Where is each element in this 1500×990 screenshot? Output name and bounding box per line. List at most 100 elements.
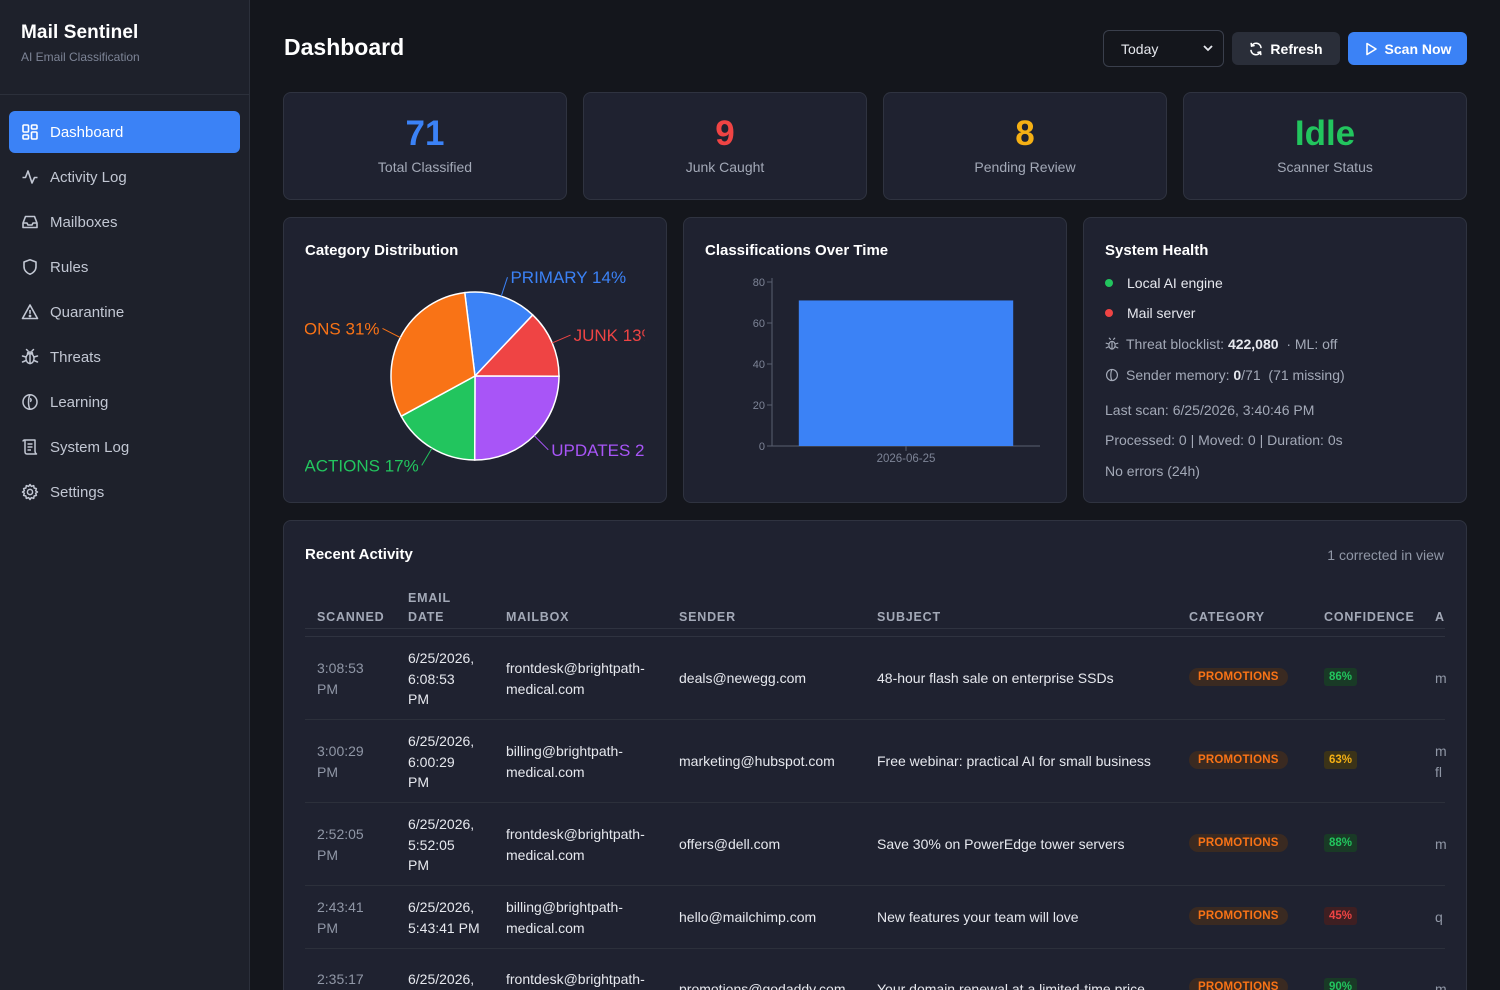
table-header-divider xyxy=(305,636,1445,637)
column-header-sender[interactable]: SENDER xyxy=(679,610,736,624)
pie-leader-line xyxy=(533,435,549,451)
sidebar-item-system-log[interactable]: System Log xyxy=(9,426,240,468)
shield-icon xyxy=(21,258,39,276)
time-range-select[interactable]: Today xyxy=(1103,30,1224,67)
chevron-down-icon xyxy=(1203,45,1213,52)
pie-slice xyxy=(400,374,476,461)
sidebar-item-quarantine[interactable]: Quarantine xyxy=(9,291,240,333)
main-content: Dashboard Today Refresh Scan Now 71 Tota… xyxy=(250,0,1500,990)
dashboard-grid-icon xyxy=(21,123,39,141)
y-tick-label: 20 xyxy=(753,400,765,412)
page-title: Dashboard xyxy=(284,34,405,60)
panel-title: Category Distribution xyxy=(305,242,459,259)
sidebar-item-label: Quarantine xyxy=(50,303,125,321)
stat-value: 9 xyxy=(715,114,735,153)
stat-card-scanner-status: Idle Scanner Status xyxy=(1183,92,1467,200)
column-header-confidence[interactable]: CONFIDENCE xyxy=(1324,610,1415,624)
sidebar-item-mailboxes[interactable]: Mailboxes xyxy=(9,201,240,243)
cell-subject: New features your team will love xyxy=(877,909,1079,925)
category-badge[interactable]: PROMOTIONS xyxy=(1189,978,1288,990)
last-scan-text: Last scan: 6/25/2026, 3:40:46 PM xyxy=(1105,402,1315,418)
scan-now-button[interactable]: Scan Now xyxy=(1348,32,1467,65)
category-pie-chart: PRIMARY 14% JUNK 13% UPDATES 25% TRANSACTIO… xyxy=(305,268,645,475)
column-header-category[interactable]: CATEGORY xyxy=(1189,610,1265,624)
sidebar-item-label: Learning xyxy=(50,393,109,411)
stat-card-pending-review: 8 Pending Review xyxy=(883,92,1167,200)
memory-label: Sender memory: xyxy=(1126,367,1230,383)
processed-text: Processed: 0 | Moved: 0 | Duration: 0s xyxy=(1105,432,1343,448)
inbox-icon xyxy=(21,213,39,231)
app-subtitle: AI Email Classification xyxy=(21,50,140,64)
column-header-scanned[interactable]: SCANNED xyxy=(317,610,385,624)
stat-label: Total Classified xyxy=(377,159,473,175)
bar xyxy=(798,300,1014,446)
cell-scanned: 2:43:41 PM xyxy=(317,899,364,936)
sidebar-item-threats[interactable]: Threats xyxy=(9,336,240,378)
y-tick-label: 60 xyxy=(753,318,765,330)
column-header-subject[interactable]: SUBJECT xyxy=(877,610,941,624)
stat-value: 71 xyxy=(405,114,445,153)
system-health-panel: System Health Local AI engine Mail serve… xyxy=(1083,217,1467,503)
table-row[interactable]: 3:00:29 PM 6/25/2026, 6:00:29 PM billing@b… xyxy=(305,720,1447,803)
errors-text: No errors (24h) xyxy=(1105,463,1200,479)
classifications-over-time-panel: Classifications Over Time 0 20 40 60 80 2026-… xyxy=(683,217,1067,503)
sidebar-item-activity-log[interactable]: Activity Log xyxy=(9,156,240,198)
refresh-button[interactable]: Refresh xyxy=(1232,32,1340,65)
sidebar-item-label: Activity Log xyxy=(50,168,127,186)
sidebar-item-learning[interactable]: Learning xyxy=(9,381,240,423)
cell-mailbox: frontdesk@brightpath- medical.com xyxy=(506,971,645,987)
cell-mailbox: frontdesk@brightpath- medical.com xyxy=(506,660,645,697)
ml-status: · ML: off xyxy=(1286,336,1338,352)
health-row-ai-engine: Local AI engine xyxy=(1105,275,1223,291)
warning-triangle-icon xyxy=(21,303,39,321)
cell-email-date: 6/25/2026, 6:08:53 PM xyxy=(408,650,475,707)
cell-mailbox: billing@brightpath- medical.com xyxy=(506,743,623,780)
category-badge[interactable]: PROMOTIONS xyxy=(1189,668,1288,686)
category-badge[interactable]: PROMOTIONS xyxy=(1189,751,1288,769)
table-row[interactable]: 3:08:53 PM 6/25/2026, 6:08:53 PM frontdesk… xyxy=(305,637,1447,720)
y-tick-label: 80 xyxy=(753,277,765,289)
refresh-label: Refresh xyxy=(1270,40,1323,57)
cell-email-date: 6/25/2026, 5:43:41 PM xyxy=(408,899,480,936)
cell-email-date: 6/25/2026, 5:52:05 PM xyxy=(408,816,475,873)
panel-title: Recent Activity xyxy=(305,546,413,563)
cell-subject: 48-hour flash sale on enterprise SSDs xyxy=(877,670,1114,686)
column-header-email-date[interactable]: EMAIL DATE xyxy=(408,591,451,624)
confidence-badge: 90% xyxy=(1324,978,1358,990)
table-row[interactable]: 2:43:41 PM 6/25/2026, 5:43:41 PM billing@b… xyxy=(305,886,1445,949)
cell-action: q xyxy=(1435,909,1443,925)
column-header-mailbox[interactable]: MAILBOX xyxy=(506,610,570,624)
column-header-action[interactable]: A xyxy=(1435,610,1445,624)
status-dot-red xyxy=(1105,309,1113,317)
scan-now-label: Scan Now xyxy=(1384,40,1452,57)
memory-rest: /71 (71 missing) xyxy=(1241,367,1345,383)
table-row[interactable]: 2:52:05 PM 6/25/2026, 5:52:05 PM frontdesk… xyxy=(305,803,1447,886)
bug-icon xyxy=(21,348,39,366)
classifications-bar-chart: 0 20 40 60 80 2026-06-25 xyxy=(753,277,1040,465)
sidebar-item-label: Dashboard xyxy=(50,123,124,141)
pie-leader-line xyxy=(552,334,571,344)
brand: Mail Sentinel AI Email Classification xyxy=(0,0,249,95)
sidebar-item-settings[interactable]: Settings xyxy=(9,471,240,513)
scroll-icon xyxy=(21,438,39,456)
pie-slice-label: PRIMARY 14% xyxy=(510,268,626,287)
pie-slice-label: PROMOTIONS 31% xyxy=(305,319,380,338)
table-row[interactable]: 2:35:17 PM 6/25/2026, 5:35:17 PM frontdesk… xyxy=(305,949,1447,990)
sidebar-item-label: Settings xyxy=(50,483,105,501)
activity-icon xyxy=(21,168,39,186)
stat-card-total-classified: 71 Total Classified xyxy=(283,92,567,200)
blocklist-value: 422,080 xyxy=(1227,336,1279,352)
health-row-mail-server: Mail server xyxy=(1105,305,1195,321)
pie-slice-label: JUNK 13% xyxy=(574,326,645,345)
category-badge[interactable]: PROMOTIONS xyxy=(1189,834,1288,852)
pie-leader-line xyxy=(382,328,401,339)
health-label: Local AI engine xyxy=(1127,275,1223,291)
sidebar-item-label: Rules xyxy=(50,258,89,276)
category-badge[interactable]: PROMOTIONS xyxy=(1189,907,1288,925)
stat-value: Idle xyxy=(1294,114,1356,153)
sidebar-item-rules[interactable]: Rules xyxy=(9,246,240,288)
sidebar-item-dashboard[interactable]: Dashboard xyxy=(9,111,240,153)
cell-mailbox: frontdesk@brightpath- medical.com xyxy=(506,826,645,863)
confidence-badge: 63% xyxy=(1324,751,1358,769)
category-distribution-panel: Category Distribution PRIMARY 14% JUNK 13… xyxy=(283,217,667,503)
